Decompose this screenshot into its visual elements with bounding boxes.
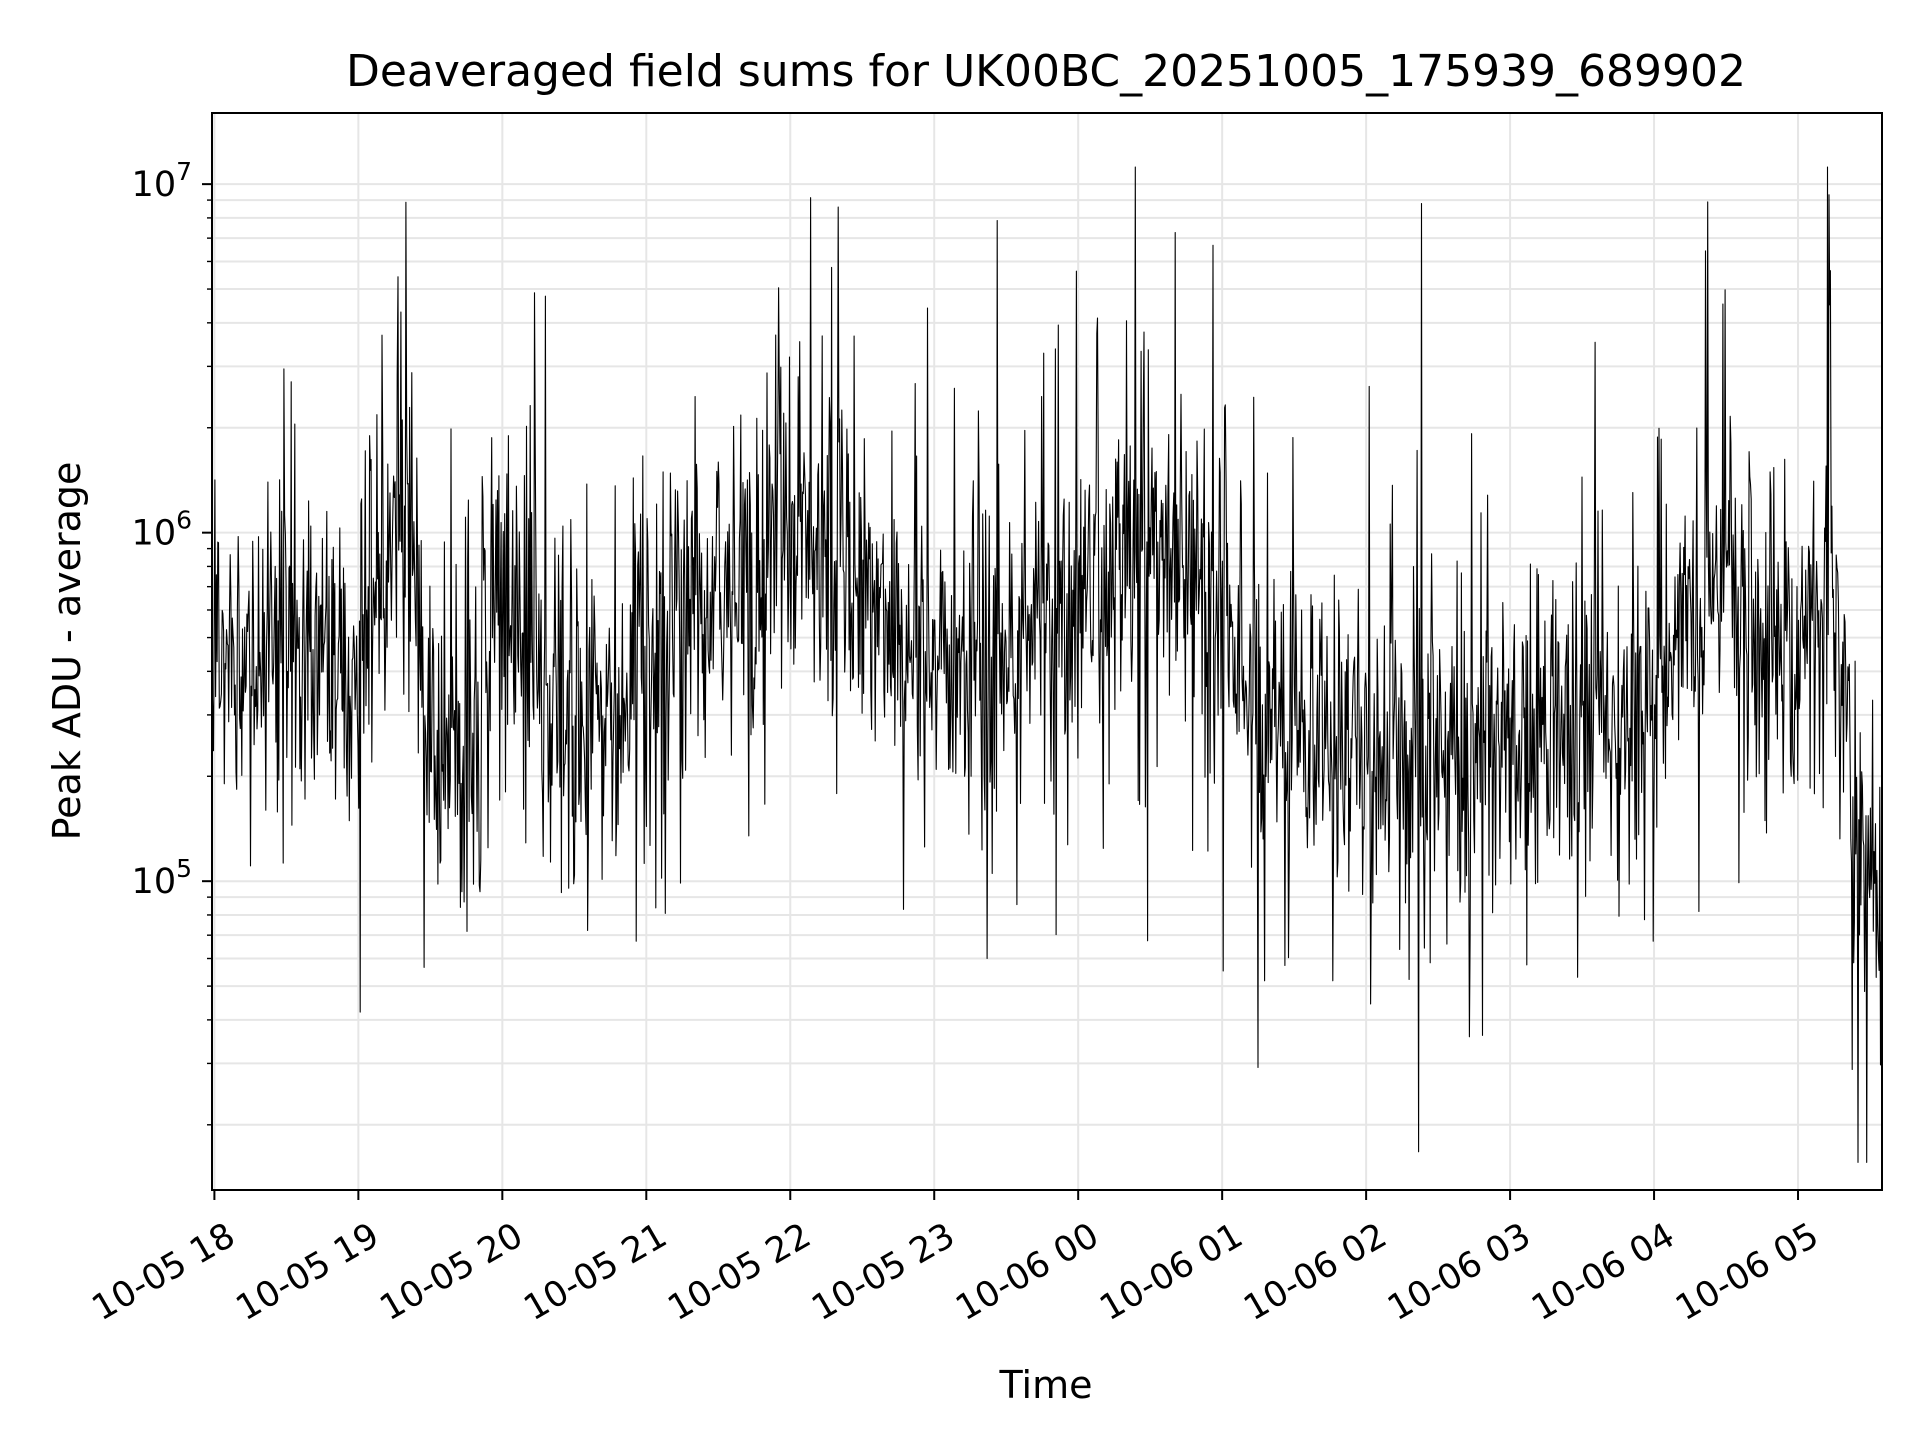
y-tick-label: 106 bbox=[132, 506, 192, 554]
chart-title: Deaveraged field sums for UK00BC_2025100… bbox=[346, 46, 1746, 97]
axis-ticks bbox=[202, 183, 1800, 1200]
y-axis-label: Peak ADU - average bbox=[45, 462, 89, 841]
data-series bbox=[211, 166, 1883, 1163]
grid-lines bbox=[212, 113, 1882, 1190]
y-tick-labels: 105 106 107 bbox=[132, 157, 192, 902]
plot-frame bbox=[211, 112, 1883, 1191]
y-tick-label: 107 bbox=[132, 157, 192, 205]
x-axis-label: Time bbox=[999, 1363, 1093, 1407]
data-series-line bbox=[211, 166, 1883, 1163]
y-tick-label: 105 bbox=[132, 854, 192, 902]
